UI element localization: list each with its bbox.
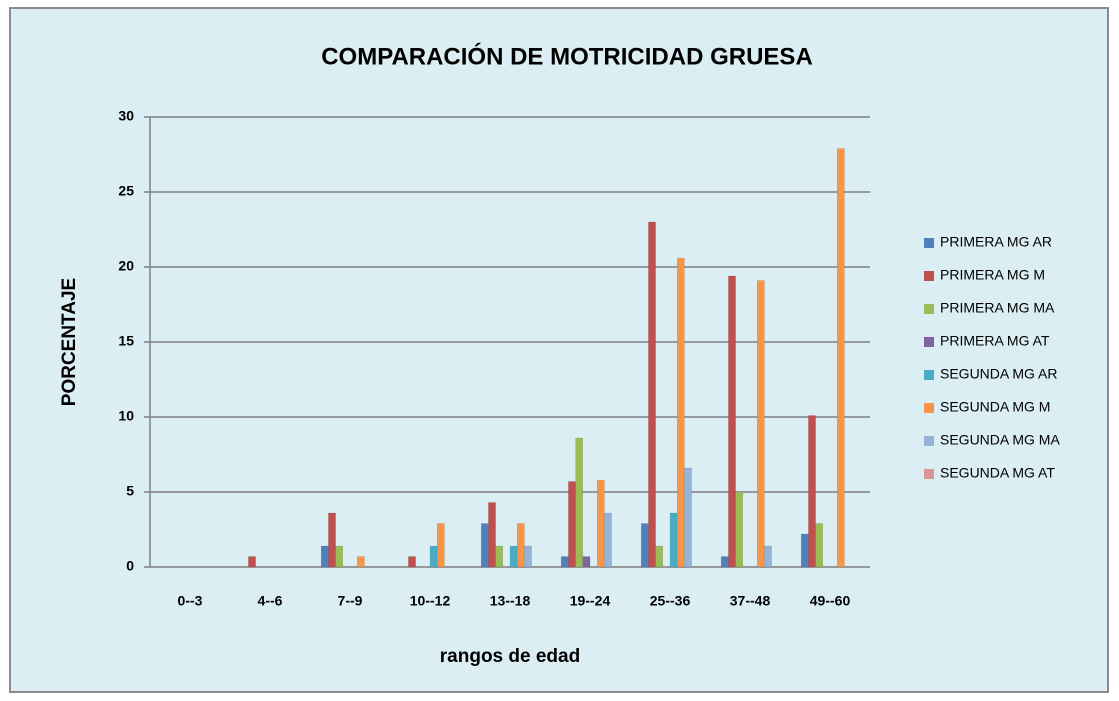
legend-label: PRIMERA MG AT	[940, 333, 1050, 349]
x-tick-label: 25--36	[650, 593, 691, 609]
legend-label: PRIMERA MG AR	[940, 234, 1052, 250]
bar	[808, 415, 816, 568]
y-tick-label: 25	[118, 183, 134, 199]
x-axis-label: rangos de edad	[440, 646, 580, 667]
bar	[356, 556, 365, 568]
bar	[640, 523, 649, 568]
bar	[560, 556, 569, 568]
bar	[488, 502, 496, 568]
legend-label: SEGUNDA MG AR	[940, 366, 1057, 382]
bar	[764, 545, 772, 568]
bar	[684, 467, 692, 568]
x-tick-label: 0--3	[178, 593, 203, 609]
bar	[720, 556, 729, 568]
x-tick-label: 37--48	[730, 593, 771, 609]
legend-swatch	[924, 403, 934, 413]
bar	[516, 523, 525, 568]
x-tick-label: 19--24	[570, 593, 611, 609]
bar	[648, 221, 656, 568]
legend-label: PRIMERA MG M	[940, 267, 1045, 283]
bar	[575, 437, 584, 568]
bar	[836, 148, 845, 568]
bar	[480, 523, 489, 568]
legend-swatch	[924, 370, 934, 380]
bar	[735, 491, 744, 568]
bar	[335, 545, 344, 568]
legend-label: PRIMERA MG MA	[940, 300, 1055, 316]
legend-label: SEGUNDA MG MA	[940, 432, 1060, 448]
bar	[568, 481, 576, 568]
y-tick-label: 0	[126, 558, 134, 574]
x-tick-label: 4--6	[258, 593, 283, 609]
bar	[328, 512, 336, 568]
x-tick-label: 49--60	[810, 593, 851, 609]
y-tick-label: 20	[118, 258, 134, 274]
bar	[676, 257, 685, 568]
bar	[815, 523, 824, 568]
legend-swatch	[924, 238, 934, 248]
bar	[655, 545, 664, 568]
bar	[248, 556, 256, 568]
legend-swatch	[924, 271, 934, 281]
x-tick-label: 7--9	[338, 593, 363, 609]
bar	[596, 479, 605, 568]
legend-swatch	[924, 469, 934, 479]
legend-label: SEGUNDA MG M	[940, 399, 1050, 415]
legend-swatch	[924, 304, 934, 314]
bar	[582, 556, 591, 568]
x-tick-label: 10--12	[410, 593, 451, 609]
legend-label: SEGUNDA MG AT	[940, 465, 1055, 481]
x-tick-label: 13--18	[490, 593, 531, 609]
chart-area	[9, 7, 1109, 693]
bar	[728, 275, 736, 568]
bar	[408, 556, 416, 568]
bar	[524, 545, 532, 568]
y-tick-label: 15	[118, 333, 134, 349]
bar	[436, 523, 445, 568]
bar	[320, 545, 329, 568]
bar	[756, 280, 765, 568]
bar	[509, 545, 518, 568]
chart-title: COMPARACIÓN DE MOTRICIDAD GRUESA	[321, 42, 813, 70]
y-axis-label: PORCENTAJE	[59, 278, 80, 406]
legend-swatch	[924, 337, 934, 347]
bar	[604, 512, 612, 568]
legend-swatch	[924, 436, 934, 446]
y-tick-label: 5	[126, 483, 134, 499]
y-tick-label: 10	[118, 408, 134, 424]
bar	[800, 533, 809, 568]
y-tick-label: 30	[118, 108, 134, 124]
bar	[669, 512, 678, 568]
bar	[429, 545, 438, 568]
bar	[495, 545, 504, 568]
